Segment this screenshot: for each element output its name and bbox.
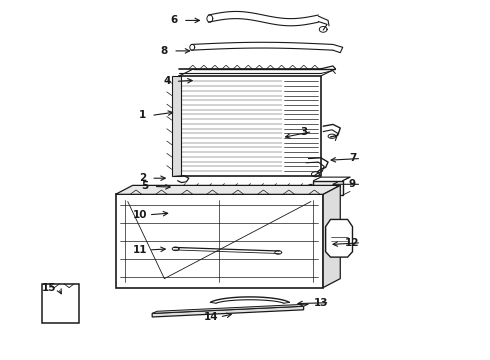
Polygon shape: [172, 76, 181, 176]
Text: 15: 15: [42, 283, 57, 293]
Text: 11: 11: [133, 245, 147, 255]
Text: 14: 14: [203, 312, 218, 322]
Text: 9: 9: [349, 179, 356, 189]
Text: 2: 2: [139, 173, 146, 183]
Text: 1: 1: [139, 111, 146, 121]
Text: 6: 6: [171, 15, 178, 26]
Text: 12: 12: [345, 238, 360, 248]
Polygon shape: [42, 284, 79, 323]
Polygon shape: [326, 220, 352, 257]
Text: 13: 13: [314, 298, 328, 308]
Polygon shape: [314, 181, 343, 195]
Text: 4: 4: [163, 76, 171, 86]
Polygon shape: [152, 304, 309, 314]
Polygon shape: [152, 306, 304, 317]
Text: 8: 8: [161, 46, 168, 56]
Text: 7: 7: [349, 153, 356, 163]
Polygon shape: [323, 185, 340, 288]
Polygon shape: [116, 194, 323, 288]
Polygon shape: [179, 76, 321, 176]
Text: 5: 5: [141, 181, 148, 192]
Text: 3: 3: [300, 127, 307, 136]
Text: 10: 10: [133, 210, 147, 220]
Polygon shape: [116, 185, 340, 194]
